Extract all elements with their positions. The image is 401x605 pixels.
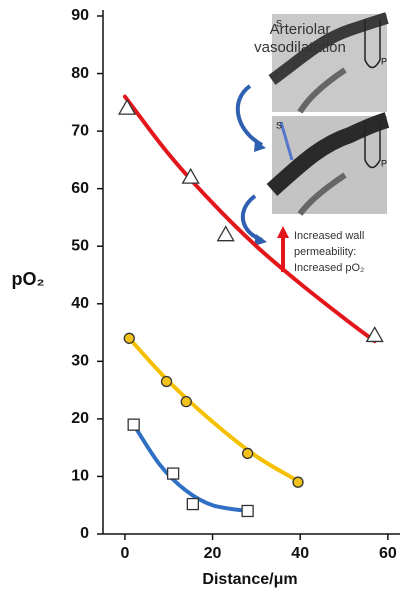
point (242, 505, 253, 516)
annotation: Increased wall (294, 230, 364, 242)
x-tick-label: 60 (379, 545, 397, 562)
x-tick-label: 20 (204, 545, 222, 562)
photo-label: P (381, 56, 387, 66)
point (181, 397, 191, 407)
y-tick-label: 30 (71, 353, 89, 370)
point (243, 448, 253, 458)
point (293, 477, 303, 487)
y-tick-label: 20 (71, 410, 89, 427)
point (162, 376, 172, 386)
annotation: permeability: (294, 246, 356, 258)
annotation: Increased pO₂ (294, 262, 364, 274)
point (128, 419, 139, 430)
y-tick-label: 80 (71, 65, 89, 82)
point (367, 327, 383, 341)
y-tick-label: 70 (71, 122, 89, 139)
chart: Arteriolar vasodilatation Increased wall… (0, 0, 401, 600)
photo-label: S (276, 18, 282, 28)
y-axis-label: pO₂ (12, 269, 45, 289)
y-tick-label: 40 (71, 295, 89, 312)
x-tick-label: 0 (120, 545, 129, 562)
y-tick-label: 10 (71, 468, 89, 485)
annotation: vasodilatation (254, 39, 346, 56)
x-tick-label: 40 (291, 545, 309, 562)
photo-bottom (272, 116, 387, 214)
point (187, 499, 198, 510)
y-tick-label: 60 (71, 180, 89, 197)
point (168, 468, 179, 479)
y-tick-label: 0 (80, 525, 89, 542)
photo-label: P (381, 158, 387, 168)
arrow (243, 196, 262, 240)
x-axis-label: Distance/μm (202, 571, 297, 588)
y-tick-label: 90 (71, 7, 89, 24)
point (124, 333, 134, 343)
point (218, 227, 234, 241)
arrow (238, 86, 262, 145)
y-tick-label: 50 (71, 237, 89, 254)
photo-label: S (276, 120, 282, 130)
arrow-head (277, 226, 289, 238)
